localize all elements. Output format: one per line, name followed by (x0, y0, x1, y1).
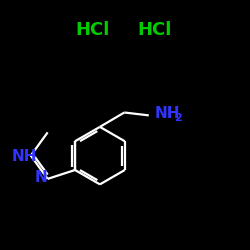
Text: N: N (35, 170, 48, 185)
Text: NH: NH (12, 149, 37, 164)
Text: HCl: HCl (75, 21, 110, 39)
Text: 2: 2 (174, 113, 182, 123)
Text: NH: NH (155, 106, 180, 121)
Text: HCl: HCl (138, 21, 172, 39)
